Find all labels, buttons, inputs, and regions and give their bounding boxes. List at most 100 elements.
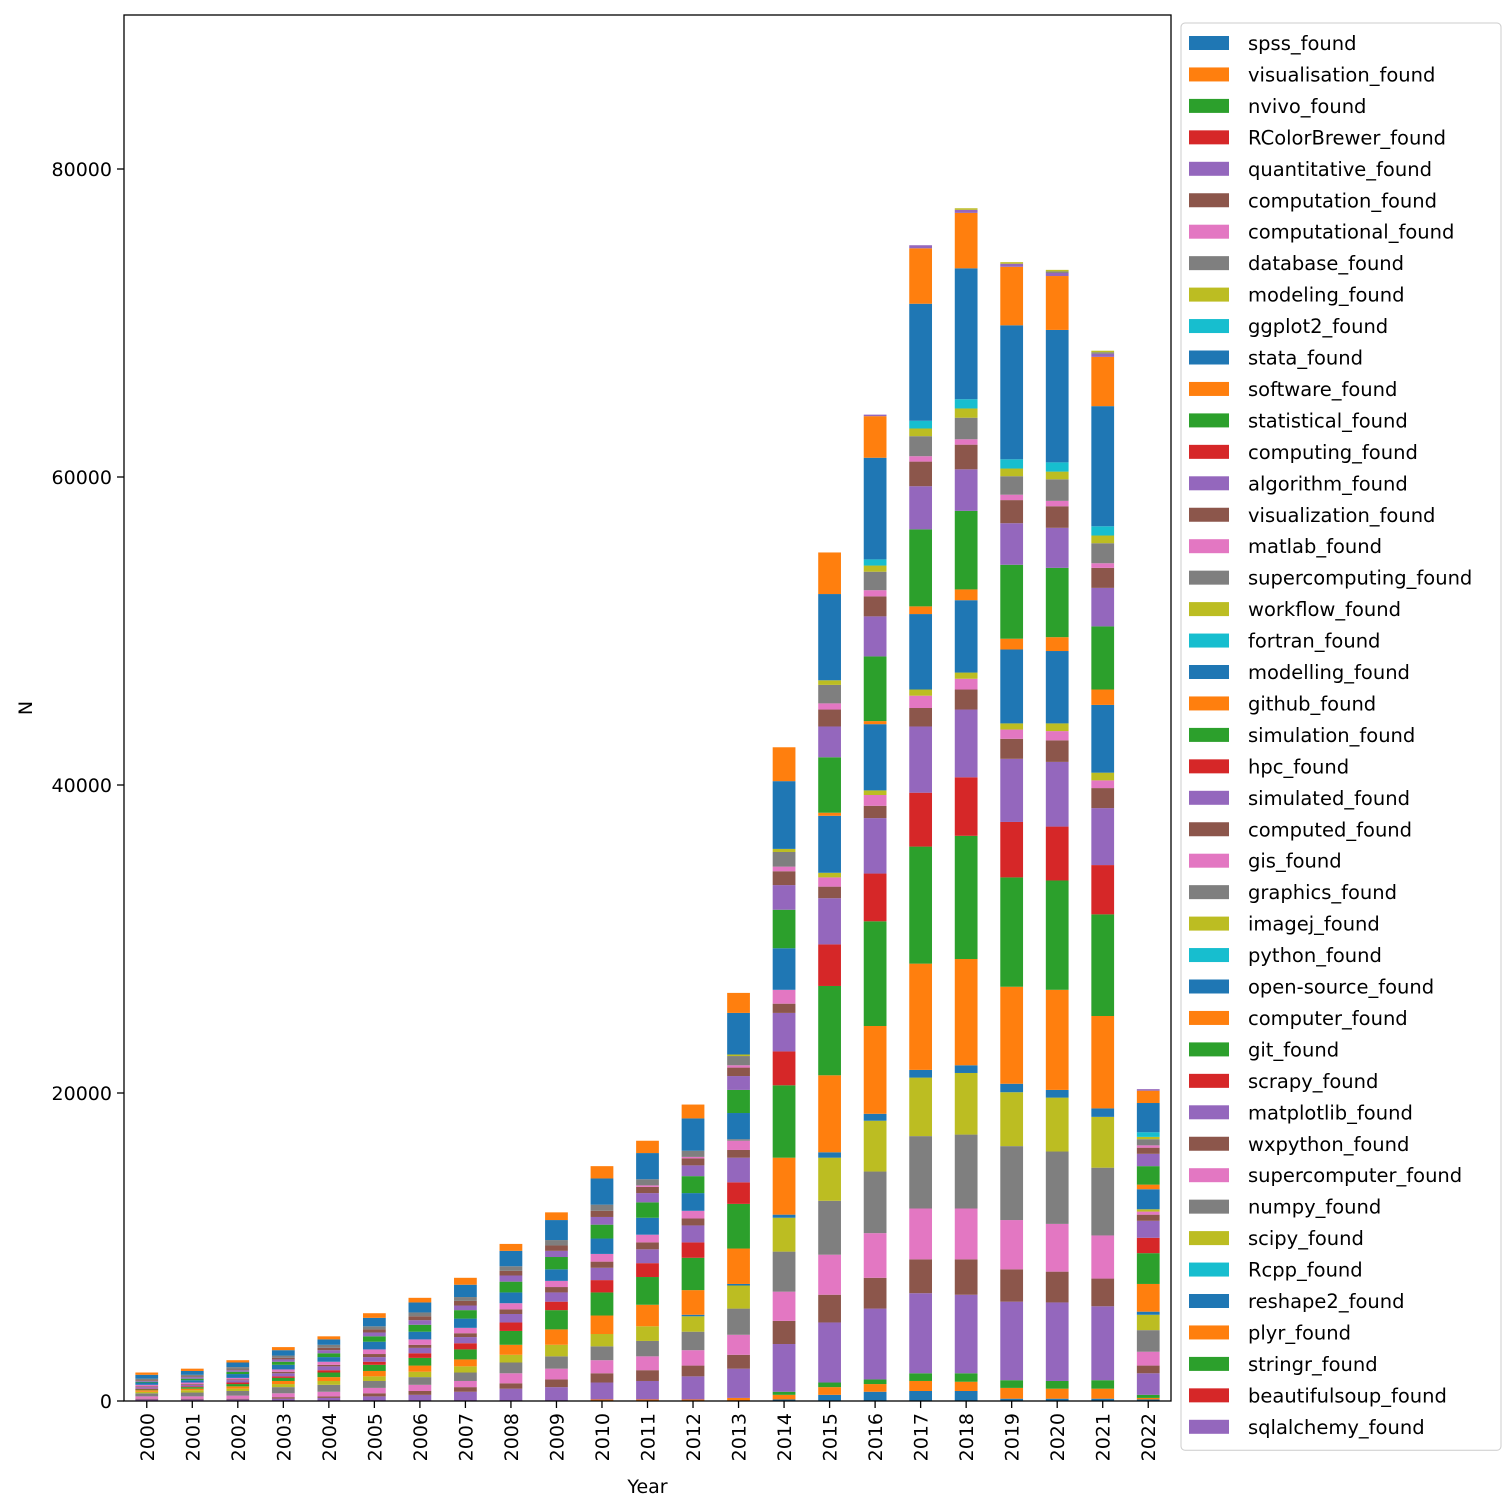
bar-segment-matlab_found-2015 [818,877,841,887]
bar-segment-simulation_found-2010 [590,1224,614,1239]
bar-segment-gis_found-2015 [818,703,841,710]
bar-segment-graphics_found-2019 [1000,476,1024,495]
bar-segment-matlab_found-2003 [271,1369,295,1372]
legend-label-hpc_found: hpc_found [1248,755,1349,778]
bar-segment-simulation_found-2018 [954,510,978,590]
bar-segment-simulated_found-2013 [727,1076,750,1090]
bar-segment-simulated_found-2019 [1000,523,1024,565]
bar-segment-workflow_found-2015 [818,872,841,878]
bar-segment-modeling_found-2007 [454,1366,477,1373]
bar-segment-python_found-2022 [1136,1132,1160,1137]
bar-segment-statistical_found-2019 [1000,877,1024,987]
legend-label-algorithm_found: algorithm_found [1248,472,1408,495]
bar-segment-matlab_found-2016 [863,795,887,806]
bar-segment-imagej_found-2019 [1000,468,1024,477]
bar-segment-software_found-2012 [681,1290,705,1315]
bar-segment-computed_found-2011 [636,1186,659,1194]
legend-label-RColorBrewer_found: RColorBrewer_found [1248,126,1446,149]
bar-segment-algorithm_found-2007 [454,1337,477,1344]
x-tick-label: 2007 [455,1413,477,1461]
x-tick-label: 2002 [228,1413,250,1461]
bar-segment-github_found-2019 [1000,638,1024,650]
bar-segment-simulated_found-2014 [772,885,796,910]
bar-segment-computed_found-2007 [454,1300,477,1306]
bar-segment-spss_found-2014 [772,1399,796,1401]
legend-label-ggplot2_found: ggplot2_found [1248,315,1388,338]
bar-segment-computer_found-2014 [772,747,796,782]
bar-segment-stata_found-2014 [772,1214,796,1218]
bar-segment-numpy_found-2021 [1091,352,1115,354]
bar-segment-computation_found-2014 [772,1320,796,1345]
bar-segment-algorithm_found-2020 [1045,761,1069,827]
bar-segment-computing_found-2004 [317,1370,341,1373]
y-axis-title: N [15,701,37,715]
x-axis-title: Year [626,1476,667,1498]
bar-segment-simulation_found-2016 [863,656,887,722]
legend-label-gis_found: gis_found [1248,850,1342,873]
bar-segment-matlab_found-2020 [1045,731,1069,741]
bar-segment-matlab_found-2021 [1091,780,1115,789]
legend-label-visualization_found: visualization_found [1248,504,1435,527]
bar-segment-quantitative_found-2022 [1136,1373,1160,1395]
bar-segment-computing_found-2009 [545,1301,568,1311]
bar-segment-modeling_found-2004 [317,1380,341,1385]
bar-segment-graphics_found-2007 [454,1297,477,1301]
bar-segment-simulated_found-2000 [135,1380,159,1382]
bar-segment-imagej_found-2016 [863,565,887,572]
bar-segment-software_found-2014 [772,1157,796,1215]
bar-segment-quantitative_found-2021 [1091,1306,1115,1381]
y-tick-label: 60000 [52,467,112,489]
bar-segment-computation_found-2004 [317,1396,341,1398]
bar-segment-statistical_found-2005 [362,1364,386,1371]
y-tick-label: 0 [100,1391,112,1413]
legend-label-software_found: software_found [1248,378,1397,401]
bar-segment-imagej_found-2018 [954,408,978,418]
x-tick-label: 2019 [1002,1413,1024,1461]
bar-segment-quantitative_found-2009 [545,1387,568,1401]
legend-label-stringr_found: stringr_found [1248,1353,1378,1376]
bar-segment-database_found-2000 [135,1393,159,1397]
bar-segment-python_found-2021 [1091,526,1115,536]
bar-segment-software_found-2013 [727,1248,750,1284]
bar-segment-database_found-2022 [1136,1330,1160,1352]
bar-segment-simulated_found-2009 [545,1250,568,1258]
bar-segment-stata_found-2022 [1136,1311,1160,1315]
y-axis: 0 20000 40000 60000 80000 [52,159,124,1413]
legend-label-database_found: database_found [1248,252,1404,275]
legend-label-python_found: python_found [1248,944,1382,967]
legend-swatch-matplotlib_found [1189,1105,1229,1120]
bar-segment-simulation_found-2000 [135,1381,159,1383]
bar-segment-statistical_found-2012 [681,1257,705,1291]
bar-segment-computer_found-2020 [1045,276,1069,330]
legend-label-open-source_found: open-source_found [1248,976,1434,999]
y-tick-label: 40000 [52,775,112,797]
bar-segment-software_found-2011 [636,1304,659,1327]
bar-segment-computing_found-2016 [863,873,887,922]
bar-segment-open-source_found-2000 [135,1374,159,1379]
bar-segment-computational_found-2000 [135,1396,159,1399]
bar-segment-software_found-2006 [408,1365,432,1372]
bar-segment-open-source_found-2004 [317,1339,341,1345]
bar-segment-modelling_found-2013 [727,1113,750,1140]
bar-segment-modelling_found-2012 [681,1193,705,1211]
bar-segment-workflow_found-2022 [1136,1209,1160,1212]
bar-segment-statistical_found-2000 [135,1389,159,1391]
bar-segment-modeling_found-2017 [909,1077,933,1137]
legend-swatch-computation_found [1189,193,1229,208]
bar-segment-statistical_found-2003 [271,1377,295,1381]
legend-swatch-beautifulsoup_found [1189,1388,1229,1403]
legend-swatch-visualization_found [1189,507,1229,522]
bar-segment-algorithm_found-2022 [1136,1220,1160,1238]
bar-segment-statistical_found-2021 [1091,914,1115,1016]
bar-segment-modeling_found-2013 [727,1285,750,1309]
bar-segment-simulation_found-2022 [1136,1166,1160,1185]
legend-swatch-quantitative_found [1189,161,1229,176]
bar-segment-visualization_found-2010 [590,1261,614,1268]
bar-segment-simulation_found-2003 [271,1361,295,1365]
bar-segment-algorithm_found-2010 [590,1267,614,1281]
bar-segment-computational_found-2009 [545,1368,568,1380]
bar-segment-matlab_found-2007 [454,1327,477,1334]
bar-segment-simulated_found-2005 [362,1332,386,1337]
legend-swatch-plyr_found [1189,1325,1229,1340]
